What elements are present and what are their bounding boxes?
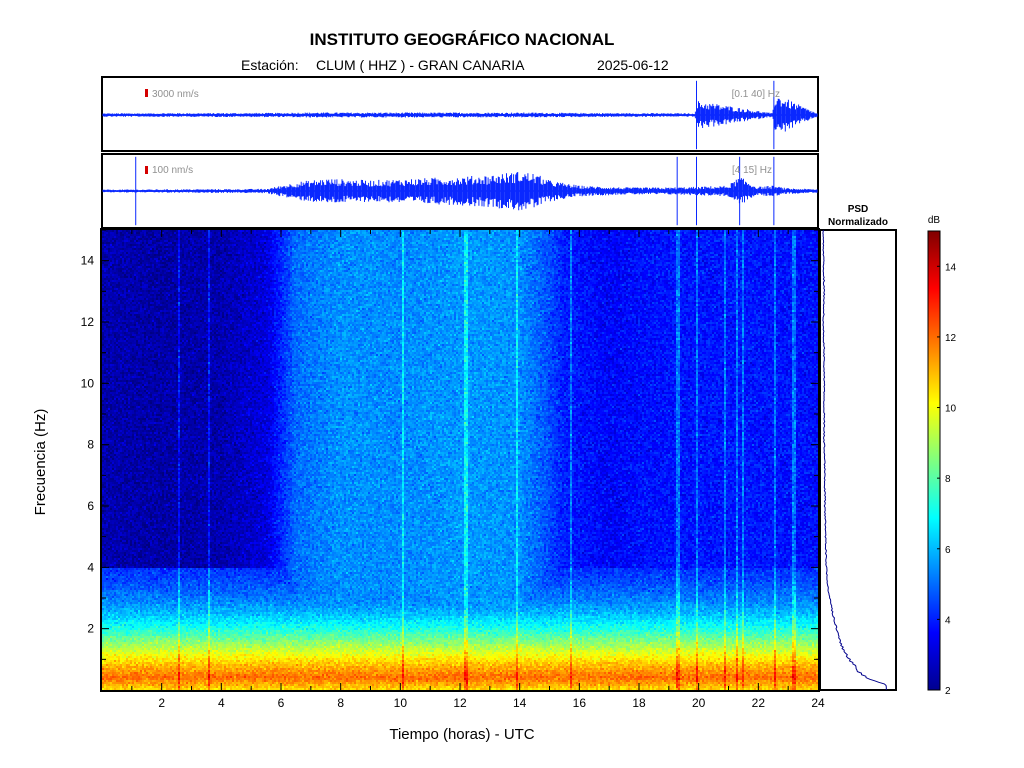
y-tick-label: 8 bbox=[87, 438, 94, 452]
colorbar-tick-label: 4 bbox=[945, 615, 951, 626]
x-tick-label: 10 bbox=[394, 696, 408, 710]
colorbar-tick-label: 6 bbox=[945, 545, 951, 556]
psd-panel: PSD Normalizado bbox=[819, 204, 897, 691]
seismogram-filtered-scale-bar bbox=[145, 166, 148, 174]
station-prefix: Estación: bbox=[241, 57, 299, 73]
x-tick-label: 2 bbox=[158, 696, 165, 710]
y-tick-label: 10 bbox=[81, 376, 95, 390]
x-tick-label: 18 bbox=[632, 696, 646, 710]
colorbar-unit-label: dB bbox=[928, 215, 941, 226]
seismogram-broadband-panel: 3000 nm/s [0.1 40] Hz bbox=[101, 76, 819, 152]
x-tick-label: 12 bbox=[453, 696, 467, 710]
seismogram-broadband-scale-bar bbox=[145, 89, 148, 97]
y-tick-label: 12 bbox=[81, 315, 95, 329]
psd-frame bbox=[819, 229, 897, 691]
y-axis-title: Frecuencia (Hz) bbox=[32, 409, 49, 516]
psd-curve bbox=[822, 229, 887, 691]
y-tick-label: 4 bbox=[87, 560, 94, 574]
colorbar-axis: 2 4 6 8 10 12 14 bbox=[937, 262, 957, 697]
colorbar-tick-label: 10 bbox=[945, 404, 957, 415]
seismogram-filtered-trace bbox=[102, 156, 818, 226]
seismogram-filtered-scale-label: 100 nm/s bbox=[152, 165, 193, 176]
spectrogram-x-axis: 2 4 6 8 10 12 14 16 18 20 22 24 bbox=[131, 230, 825, 710]
y-tick-label: 2 bbox=[87, 622, 94, 636]
y-tick-label: 14 bbox=[81, 254, 95, 268]
colorbar-tick-label: 12 bbox=[945, 333, 957, 344]
colorbar-tick-label: 14 bbox=[945, 262, 957, 273]
seismogram-broadband-trace bbox=[102, 80, 818, 150]
station-label: CLUM ( HHZ ) - GRAN CANARIA bbox=[316, 57, 525, 73]
x-tick-label: 8 bbox=[337, 696, 344, 710]
x-tick-label: 20 bbox=[692, 696, 706, 710]
psd-title-line2: Normalizado bbox=[828, 217, 888, 228]
seismogram-filtered-panel: 100 nm/s [4 15] Hz bbox=[101, 153, 819, 229]
y-tick-label: 6 bbox=[87, 499, 94, 513]
colorbar-tick-label: 8 bbox=[945, 474, 951, 485]
x-tick-label: 22 bbox=[752, 696, 766, 710]
x-tick-label: 16 bbox=[573, 696, 587, 710]
x-tick-label: 4 bbox=[218, 696, 225, 710]
colorbar-tick-label: 2 bbox=[945, 686, 951, 697]
spectrogram-image bbox=[102, 230, 818, 690]
x-tick-label: 24 bbox=[811, 696, 825, 710]
date-label: 2025-06-12 bbox=[597, 57, 669, 73]
x-tick-label: 6 bbox=[278, 696, 285, 710]
colorbar-gradient bbox=[927, 230, 941, 691]
chart-title: INSTITUTO GEOGRÁFICO NACIONAL bbox=[310, 30, 615, 49]
x-tick-label: 14 bbox=[513, 696, 527, 710]
colorbar-panel: dB 2 4 6 8 10 12 14 bbox=[927, 215, 957, 697]
psd-title-line1: PSD bbox=[848, 204, 869, 215]
spectrogram-y-axis: 2 4 6 8 10 12 14 bbox=[81, 229, 818, 660]
seismogram-broadband-band-label: [0.1 40] Hz bbox=[732, 89, 780, 100]
seismogram-broadband-scale-label: 3000 nm/s bbox=[152, 89, 199, 100]
seismogram-filtered-band-label: [4 15] Hz bbox=[732, 165, 772, 176]
x-axis-title: Tiempo (horas) - UTC bbox=[389, 726, 534, 743]
